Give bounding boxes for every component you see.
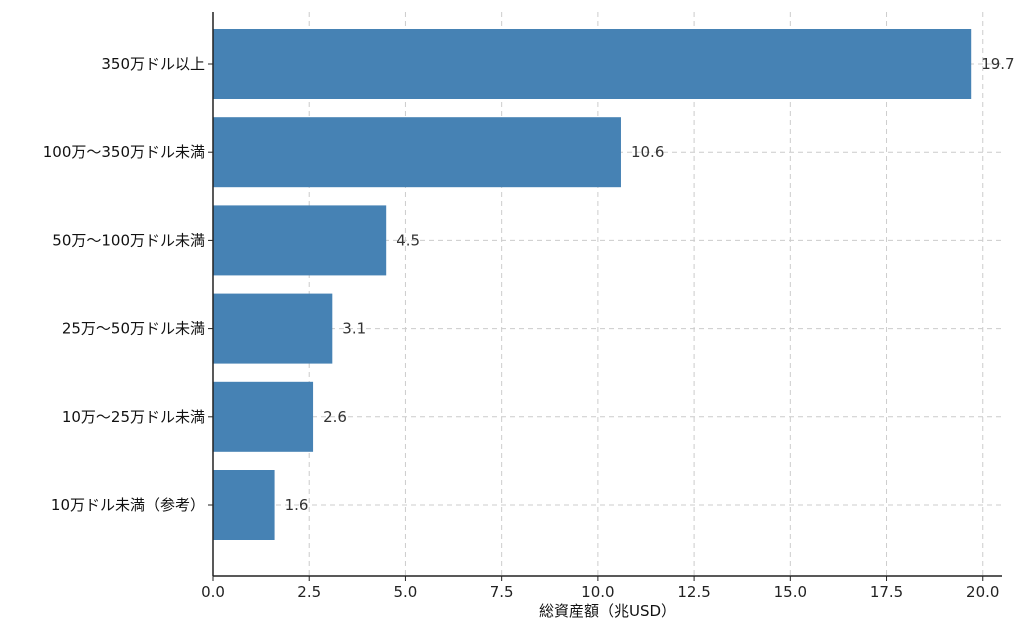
bars-layer xyxy=(213,29,972,540)
x-tick-label: 0.0 xyxy=(201,583,225,601)
category-label: 25万～50万ドル未満 xyxy=(62,320,205,338)
x-tick-label: 12.5 xyxy=(677,583,710,601)
axes-layer xyxy=(208,12,1002,581)
x-tick-label: 5.0 xyxy=(394,583,418,601)
bar xyxy=(213,293,333,364)
data-label: 1.6 xyxy=(285,496,309,514)
bar xyxy=(213,205,387,276)
category-label: 10万ドル未満（参考） xyxy=(51,496,205,514)
data-label: 10.6 xyxy=(631,143,664,161)
x-tick-label: 15.0 xyxy=(774,583,807,601)
category-label: 10万～25万ドル未満 xyxy=(62,408,205,426)
x-tick-label: 2.5 xyxy=(297,583,321,601)
category-label: 50万～100万ドル未満 xyxy=(52,231,205,249)
bar xyxy=(213,29,972,99)
data-label: 2.6 xyxy=(323,408,347,426)
labels-layer: 350万ドル以上 19.7 100万～350万ドル未満 10.6 50万～100万ドル未… xyxy=(43,55,1015,601)
data-label: 19.7 xyxy=(981,55,1014,73)
x-tick-label: 10.0 xyxy=(581,583,614,601)
x-axis-title: 総資産額（兆USD） xyxy=(539,602,676,620)
bar xyxy=(213,381,314,452)
bar xyxy=(213,470,275,540)
data-label: 4.5 xyxy=(396,231,420,249)
x-tick-label: 17.5 xyxy=(870,583,903,601)
data-label: 3.1 xyxy=(342,320,366,338)
category-label: 100万～350万ドル未満 xyxy=(43,143,205,161)
x-tick-label: 20.0 xyxy=(966,583,999,601)
bar xyxy=(213,117,621,188)
x-tick-label: 7.5 xyxy=(490,583,514,601)
category-label: 350万ドル以上 xyxy=(101,55,205,73)
